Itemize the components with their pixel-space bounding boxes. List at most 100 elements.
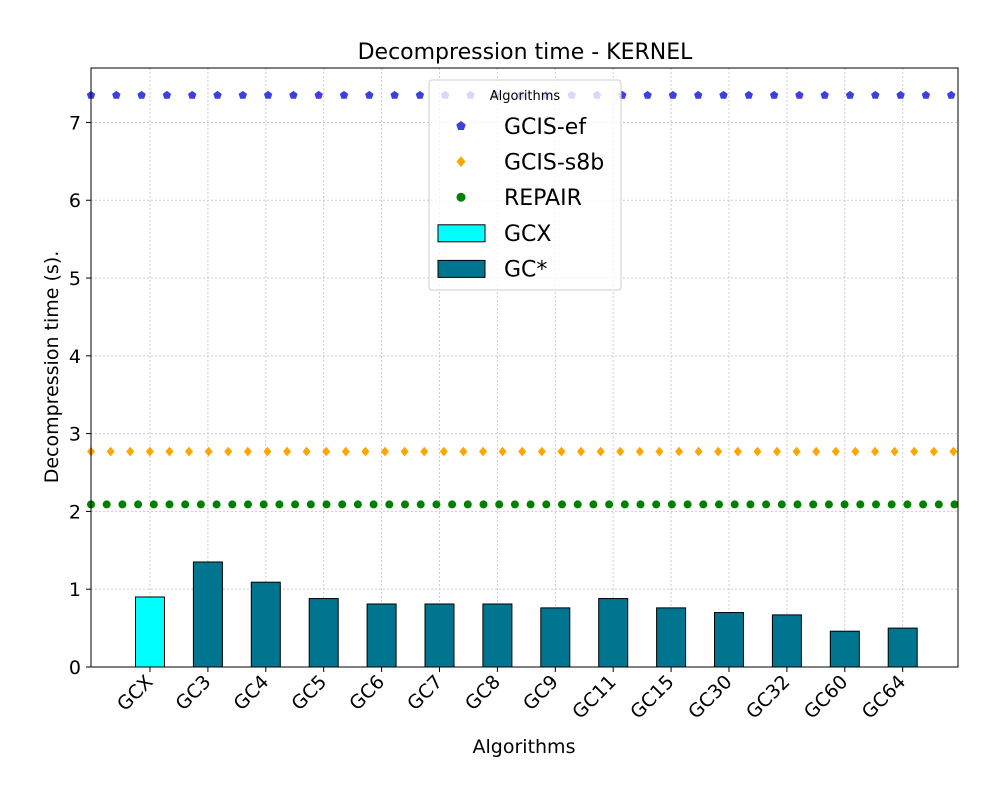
reference-point bbox=[479, 446, 487, 457]
reference-point bbox=[643, 90, 652, 99]
x-axis-label: Algorithms bbox=[473, 736, 576, 758]
reference-point bbox=[542, 500, 551, 509]
reference-point bbox=[934, 500, 943, 509]
y-tick-label: 3 bbox=[69, 424, 81, 446]
x-tick-label: GC4 bbox=[229, 671, 273, 715]
y-tick-label: 0 bbox=[69, 657, 81, 679]
reference-point bbox=[589, 500, 598, 509]
reference-point bbox=[887, 500, 896, 509]
reference-point bbox=[921, 90, 931, 99]
reference-point bbox=[353, 500, 362, 509]
reference-point bbox=[244, 500, 252, 509]
y-tick-label: 5 bbox=[69, 268, 81, 290]
reference-point bbox=[694, 90, 703, 99]
legend-entry: GCIS-s8b bbox=[456, 151, 604, 176]
legend: Algorithms GCIS-ef GCIS-s8b REPAIR GCX GC* bbox=[428, 79, 622, 291]
legend-swatch bbox=[437, 259, 486, 278]
reference-point bbox=[420, 446, 429, 457]
reference-point bbox=[263, 446, 272, 457]
reference-point bbox=[400, 446, 409, 457]
bar-gc15 bbox=[656, 607, 687, 668]
reference-point bbox=[224, 446, 233, 457]
reference-point bbox=[762, 500, 771, 509]
reference-point bbox=[769, 90, 779, 99]
legend-marker bbox=[456, 192, 466, 202]
reference-point bbox=[212, 500, 221, 509]
reference-point bbox=[275, 500, 284, 509]
bar-gc5 bbox=[308, 598, 339, 668]
bar-gc30 bbox=[714, 612, 744, 668]
reference-point bbox=[228, 500, 237, 509]
plot-frame bbox=[90, 67, 959, 668]
reference-point bbox=[204, 446, 213, 457]
reference-point bbox=[655, 446, 664, 457]
reference-point bbox=[302, 446, 311, 457]
reference-point bbox=[620, 500, 629, 509]
reference-point bbox=[929, 446, 938, 457]
x-tick-label: GCX bbox=[113, 671, 158, 716]
reference-point bbox=[145, 446, 154, 457]
x-tick-label: GC15 bbox=[626, 671, 678, 723]
reference-point bbox=[947, 90, 956, 99]
reference-point bbox=[605, 500, 614, 509]
legend-entry: GCX bbox=[437, 222, 551, 247]
x-tick-label: GC6 bbox=[345, 671, 389, 715]
legend-label: GC* bbox=[504, 257, 547, 282]
reference-point bbox=[439, 446, 448, 457]
reference-point bbox=[840, 500, 849, 509]
reference-point bbox=[415, 90, 425, 99]
reference-point bbox=[730, 500, 739, 509]
reference-point bbox=[291, 500, 300, 509]
reference-point bbox=[259, 500, 268, 509]
reference-point bbox=[777, 500, 786, 509]
legend-entry: REPAIR bbox=[456, 186, 582, 211]
reference-point bbox=[558, 500, 566, 509]
reference-point bbox=[118, 500, 127, 509]
reference-point bbox=[694, 446, 703, 457]
reference-point bbox=[102, 500, 111, 509]
reference-point bbox=[896, 90, 905, 99]
reference-point bbox=[213, 90, 222, 99]
reference-point bbox=[537, 446, 546, 457]
x-tick-label: GC11 bbox=[568, 671, 620, 723]
reference-point bbox=[181, 500, 190, 509]
reference-point bbox=[652, 500, 661, 509]
reference-point bbox=[851, 446, 860, 457]
reference-point bbox=[773, 446, 781, 457]
reference-point bbox=[795, 90, 804, 99]
reference-point bbox=[733, 446, 742, 457]
reference-point bbox=[856, 500, 865, 509]
legend-label: GCIS-s8b bbox=[504, 151, 604, 176]
reference-point bbox=[401, 500, 409, 509]
legend-label: GCIS-ef bbox=[504, 115, 587, 140]
reference-point bbox=[165, 500, 174, 509]
reference-point bbox=[165, 446, 174, 457]
reference-point bbox=[263, 90, 273, 99]
reference-point bbox=[919, 500, 928, 509]
bar-gc64 bbox=[887, 627, 918, 668]
reference-point bbox=[322, 446, 331, 457]
reference-point bbox=[715, 500, 723, 509]
legend-marker bbox=[456, 121, 466, 131]
reference-point bbox=[871, 90, 880, 99]
reference-point bbox=[238, 90, 247, 99]
reference-point bbox=[890, 446, 899, 457]
reference-point bbox=[820, 90, 829, 99]
x-tick-label: GC5 bbox=[287, 671, 331, 715]
reference-point bbox=[243, 446, 252, 457]
reference-point bbox=[463, 500, 472, 509]
reference-point bbox=[137, 90, 146, 99]
reference-point bbox=[106, 446, 115, 457]
x-tick-label: GC9 bbox=[519, 671, 563, 715]
reference-point bbox=[744, 90, 753, 99]
bar-gc8 bbox=[482, 603, 513, 668]
reference-point bbox=[871, 446, 879, 457]
legend-entry: GCIS-ef bbox=[456, 115, 587, 140]
reference-point bbox=[792, 446, 801, 457]
bar-gcx bbox=[135, 596, 165, 668]
reference-point bbox=[322, 500, 331, 509]
reference-point bbox=[126, 446, 135, 457]
reference-point bbox=[338, 500, 347, 509]
legend-marker bbox=[456, 156, 466, 167]
